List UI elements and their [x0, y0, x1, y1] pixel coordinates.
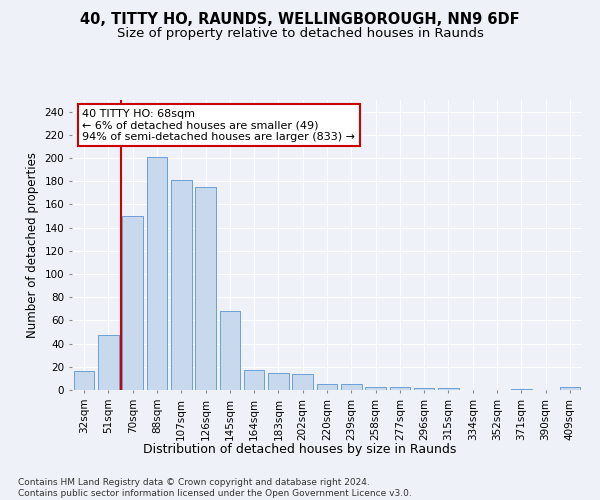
Bar [365, 386, 386, 390]
Text: Distribution of detached houses by size in Raunds: Distribution of detached houses by size … [143, 442, 457, 456]
Bar [560, 386, 580, 390]
Bar [511, 389, 532, 390]
Text: 40, TITTY HO, RAUNDS, WELLINGBOROUGH, NN9 6DF: 40, TITTY HO, RAUNDS, WELLINGBOROUGH, NN… [80, 12, 520, 28]
Y-axis label: Number of detached properties: Number of detached properties [26, 152, 39, 338]
Bar [244, 370, 265, 390]
Bar [341, 384, 362, 390]
Bar [389, 386, 410, 390]
Bar [317, 384, 337, 390]
Bar [122, 216, 143, 390]
Bar [438, 388, 459, 390]
Bar [98, 336, 119, 390]
Text: 40 TITTY HO: 68sqm
← 6% of detached houses are smaller (49)
94% of semi-detached: 40 TITTY HO: 68sqm ← 6% of detached hous… [82, 108, 355, 142]
Bar [414, 388, 434, 390]
Bar [74, 372, 94, 390]
Bar [171, 180, 191, 390]
Bar [195, 187, 216, 390]
Text: Contains HM Land Registry data © Crown copyright and database right 2024.
Contai: Contains HM Land Registry data © Crown c… [18, 478, 412, 498]
Bar [292, 374, 313, 390]
Bar [268, 372, 289, 390]
Bar [220, 311, 240, 390]
Text: Size of property relative to detached houses in Raunds: Size of property relative to detached ho… [116, 28, 484, 40]
Bar [146, 157, 167, 390]
